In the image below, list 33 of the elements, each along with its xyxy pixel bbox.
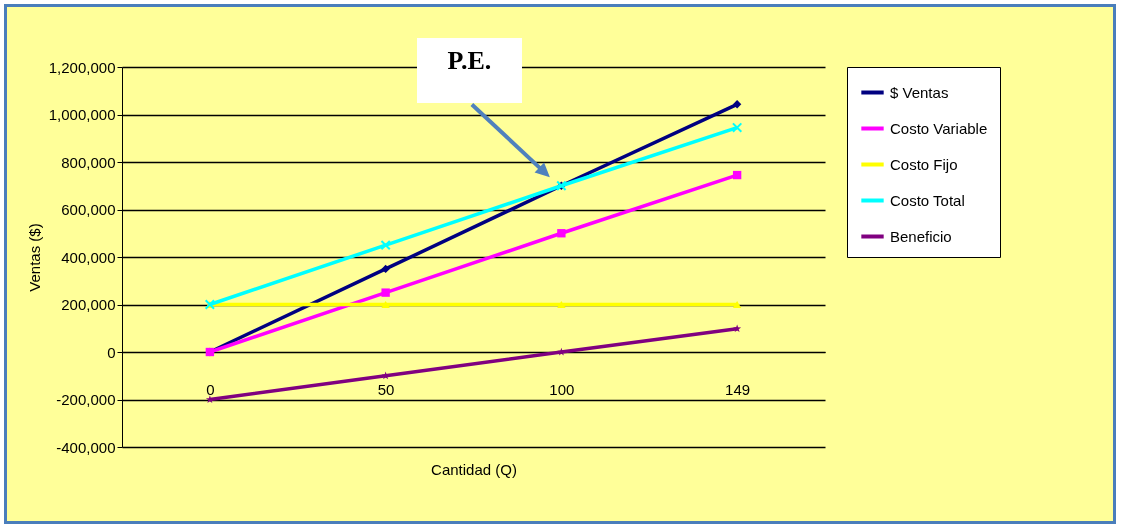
point	[381, 264, 390, 274]
point	[381, 300, 390, 309]
y-axis-title: Ventas ($)	[25, 223, 43, 292]
y-tick-label: 200,000	[61, 296, 116, 313]
legend-label: $ Ventas	[890, 83, 949, 101]
point	[732, 170, 742, 180]
point	[732, 100, 742, 109]
x-tick-label: 149	[725, 380, 751, 398]
y-tick-label: -400,000	[56, 438, 116, 456]
y-tick-label: 400,000	[61, 248, 116, 266]
annotation: P.E.	[416, 37, 522, 103]
y-tick-label: 1,200,000	[48, 58, 116, 76]
point	[731, 122, 743, 133]
point	[732, 300, 742, 309]
point	[557, 229, 566, 238]
legend-label: Costo Total	[890, 191, 965, 209]
y-tick-label: 0	[107, 343, 116, 361]
x-axis-title: Cantidad (Q)	[431, 460, 517, 478]
legend-label: Beneficio	[890, 227, 952, 245]
point	[557, 300, 566, 309]
point	[381, 288, 390, 297]
y-tick-label: -200,000	[56, 391, 116, 408]
legend-label: Costo Fijo	[890, 155, 958, 173]
point	[733, 324, 742, 333]
legend-label: Costo Variable	[890, 119, 988, 137]
point	[205, 395, 214, 403]
x-tick-label: 100	[549, 380, 575, 398]
y-tick-label: 1,000,000	[48, 106, 116, 123]
point	[380, 239, 391, 251]
y-tick-label: 800,000	[61, 153, 116, 171]
y-tick-label: 600,000	[61, 201, 116, 218]
x-tick-label: 0	[206, 380, 215, 398]
x-tick-label: 50	[377, 380, 395, 398]
